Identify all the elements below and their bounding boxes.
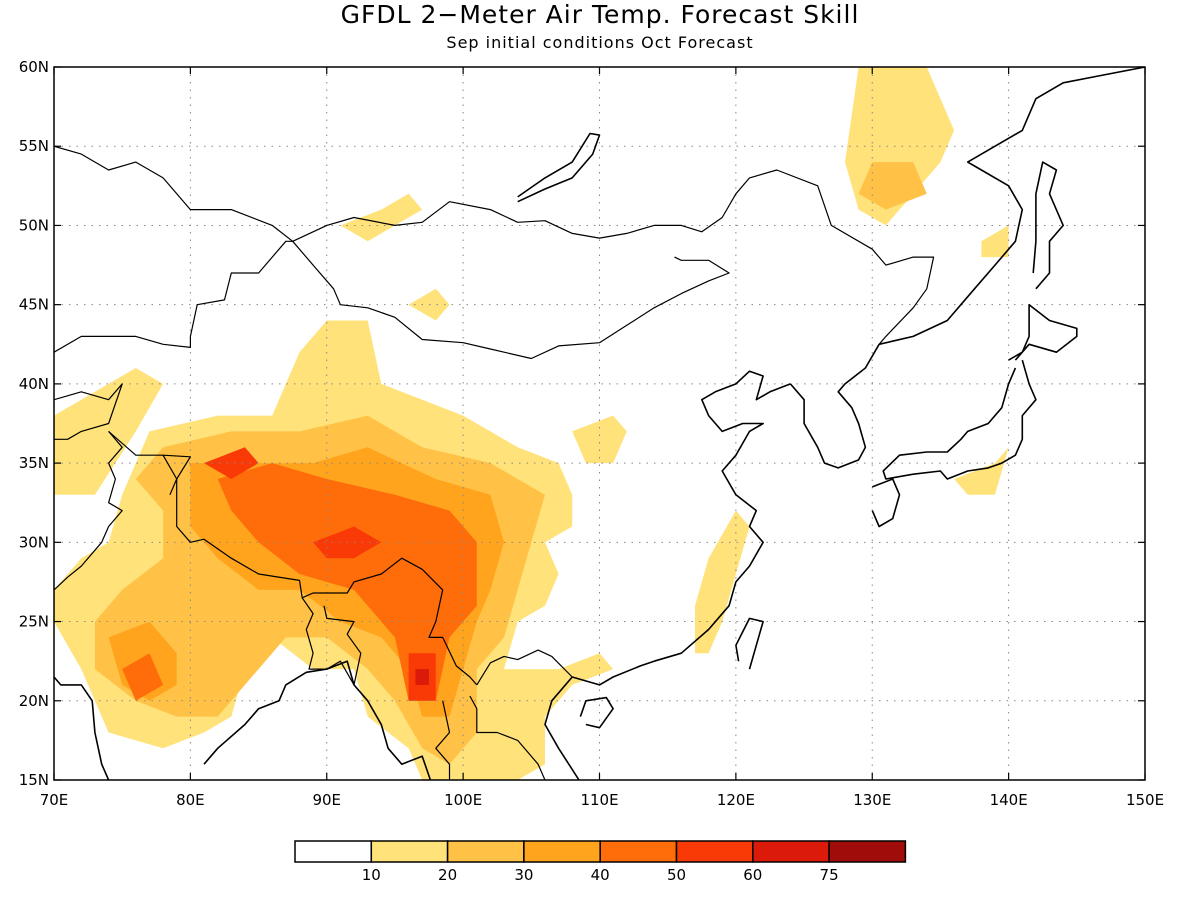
map-subtitle: Sep initial conditions Oct Forecast: [446, 33, 754, 52]
colorbar-label: 10: [362, 866, 381, 884]
lat-tick-label: 60N: [19, 58, 49, 76]
colorbar-swatch: [370, 840, 449, 863]
coastline-layer: [54, 67, 1145, 780]
colorbar-label: 40: [591, 866, 610, 884]
coastline-honshu: [882, 359, 1037, 480]
skill-shading-layer: [54, 67, 1009, 780]
skill-region-kashmir-peak: [204, 447, 259, 479]
lon-tick-label: 100E: [444, 791, 482, 809]
lat-tick-label: 35N: [19, 454, 49, 472]
skill-region-inner-china: [572, 415, 627, 464]
colorbar-label: 50: [667, 866, 686, 884]
border-myanmar-east: [421, 568, 478, 686]
skill-region-japan-south: [954, 447, 1009, 495]
coastline-hokkaido: [1008, 303, 1078, 361]
colorbar-swatch: [294, 840, 373, 863]
colorbar-label: 75: [820, 866, 839, 884]
axis-ticks: 70E 80E 90E 100E 110E 120E 130E 140E 150E 15N 20N 2…: [19, 58, 1164, 809]
skill-region-mongolia-north: [340, 193, 423, 242]
coastline-myanmar-thai: [353, 684, 432, 780]
border-kazakh-china: [189, 240, 293, 337]
lon-tick-label: 70E: [40, 791, 69, 809]
skill-region-korea-east: [981, 225, 1009, 258]
lon-tick-label: 110E: [580, 791, 618, 809]
coastline-india-gulf: [54, 661, 55, 663]
border-russia-mongolia-china: [54, 145, 935, 345]
skill-region-tibet-core: [217, 463, 477, 701]
lat-tick-label: 45N: [19, 296, 49, 314]
lon-tick-label: 140E: [990, 791, 1028, 809]
colorbar-swatch: [752, 840, 830, 863]
lat-tick-label: 20N: [19, 692, 49, 710]
coastline-china-coast: [571, 370, 791, 686]
lon-tick-label: 120E: [717, 791, 755, 809]
colorbar: 10 20 30 40 50 60 75: [294, 840, 907, 884]
colorbar-swatch: [675, 840, 754, 863]
border-laos-vietnam: [476, 649, 573, 686]
colorbar-swatch: [523, 840, 601, 863]
border-thai-laos: [469, 695, 546, 780]
colorbar-swatch: [828, 840, 907, 863]
border-pakistan: [54, 431, 123, 591]
lat-tick-label: 55N: [19, 137, 49, 155]
coastline-indochina: [544, 676, 580, 780]
lon-tick-label: 90E: [312, 791, 341, 809]
lon-tick-label: 150E: [1126, 791, 1164, 809]
coastline-bay-of-bengal: [203, 660, 355, 765]
skill-region-east-china-coast: [695, 510, 750, 654]
map-title: GFDL 2−Meter Air Temp. Forecast Skill: [340, 0, 860, 29]
border-bangladesh: [301, 597, 362, 686]
border-mongolia-china: [292, 240, 730, 360]
coastline-baikal: [517, 132, 601, 203]
border-tibet-border: [108, 430, 191, 496]
lon-tick-label: 130E: [853, 791, 891, 809]
coastline-taiwan: [735, 617, 764, 670]
skill-region-india-core: [122, 653, 164, 701]
lat-tick-label: 50N: [19, 216, 49, 234]
coastline-kyushu: [871, 478, 901, 528]
border-myanmar-thai-border: [435, 700, 451, 780]
lat-tick-label: 25N: [19, 613, 49, 631]
colorbar-label: 20: [438, 866, 457, 884]
colorbar-label: 30: [514, 866, 533, 884]
lon-tick-label: 80E: [176, 791, 205, 809]
coastline-hainan: [579, 696, 614, 729]
border-central-asia: [54, 383, 123, 440]
skill-region-central-asia-west: [54, 368, 164, 495]
border-india-nepal: [162, 454, 423, 599]
coastline-korea: [789, 343, 880, 469]
colorbar-swatch: [446, 840, 525, 863]
lat-tick-label: 30N: [19, 533, 49, 551]
lat-tick-label: 15N: [19, 771, 49, 789]
colorbar-swatch: [599, 840, 678, 863]
colorbar-label: 60: [743, 866, 762, 884]
coastline-india-west: [54, 676, 110, 780]
skill-region-far-east-mid: [858, 162, 927, 210]
coastline-russia-east-coast: [878, 67, 1145, 346]
lat-tick-label: 40N: [19, 375, 49, 393]
border-kazakh-south: [54, 335, 191, 353]
skill-region-myanmar-max: [415, 669, 429, 685]
coastline-sakhalin: [1032, 161, 1064, 290]
